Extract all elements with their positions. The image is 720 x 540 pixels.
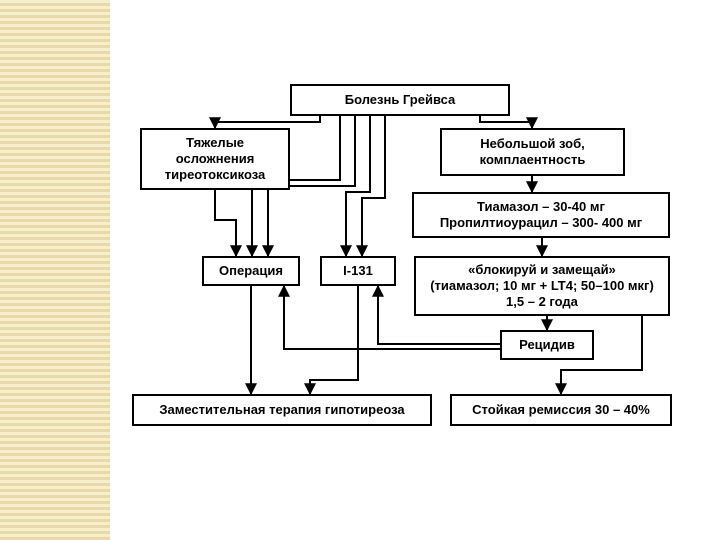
edge-root-to-i131	[362, 116, 385, 256]
diagram-canvas: Болезнь Грейвса Тяжелыеосложнениятиреото…	[0, 0, 720, 540]
edge-compl-to-operation	[215, 190, 236, 256]
edge-root-to-small_goiter	[480, 116, 532, 128]
node-recidive: Рецидив	[500, 330, 594, 360]
node-remission: Стойкая ремиссия 30 – 40%	[450, 394, 672, 426]
node-i131: I-131	[320, 256, 396, 286]
edge-root-to-compl	[215, 116, 320, 128]
node-small-goiter: Небольшой зоб,комплаентность	[440, 128, 625, 176]
node-complications: Тяжелыеосложнениятиреотоксикоза	[140, 128, 290, 190]
node-root: Болезнь Грейвса	[290, 84, 510, 116]
node-thiamazol: Тиамазол – 30-40 мгПропилтиоурацил – 300…	[412, 192, 670, 238]
node-operation: Операция	[202, 256, 300, 286]
node-block-replace: «блокируй и замещай»(тиамазол; 10 мг + L…	[414, 256, 670, 316]
node-replacement-therapy: Заместительная терапия гипотиреоза	[132, 394, 432, 426]
edge-i131-to-replace	[310, 286, 358, 394]
